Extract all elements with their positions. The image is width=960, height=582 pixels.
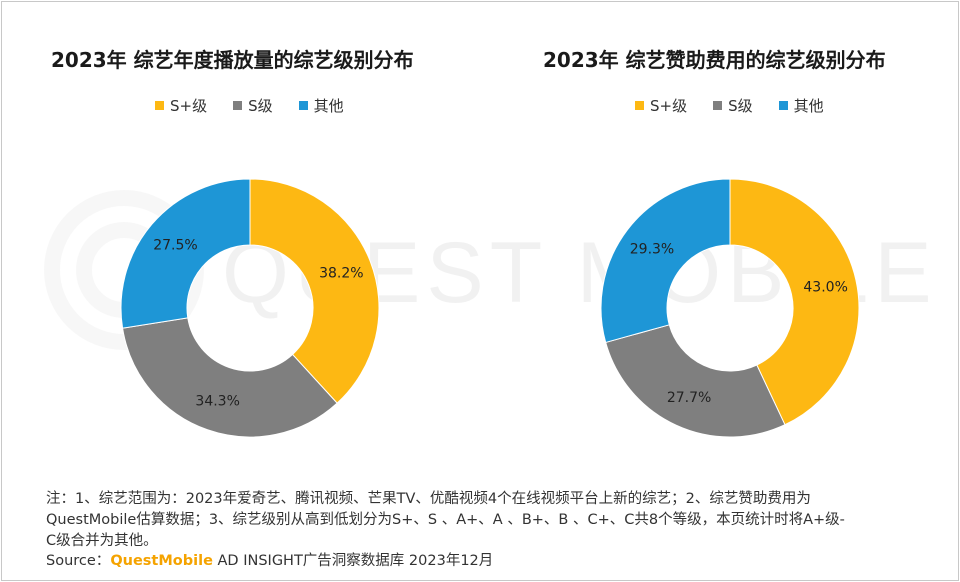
legend-label: S级 bbox=[248, 97, 273, 115]
slice-s-plus bbox=[249, 178, 380, 404]
legend-swatch bbox=[298, 101, 308, 110]
footnote-line: C级合并为其他。 bbox=[46, 533, 158, 549]
legend-item-s-plus: S+级 bbox=[635, 95, 687, 116]
legend-item-s: S级 bbox=[713, 95, 753, 116]
slice-s bbox=[122, 317, 338, 438]
footnote-line: QuestMobile估算数据；3、综艺级别从高到低划分为S+、S 、A+、A … bbox=[46, 512, 845, 528]
legend-label: 其他 bbox=[313, 97, 344, 115]
chart-2-legend: S+级 S级 其他 bbox=[635, 95, 824, 116]
source-prefix: Source： bbox=[46, 553, 111, 569]
source-rest: AD INSIGHT广告洞察数据库 2023年12月 bbox=[212, 553, 494, 569]
legend-swatch bbox=[233, 101, 243, 110]
legend-swatch bbox=[778, 101, 788, 110]
legend-item-other: 其他 bbox=[298, 95, 344, 116]
legend-label: S+级 bbox=[170, 97, 208, 115]
legend-swatch bbox=[635, 101, 644, 110]
legend-label: S级 bbox=[728, 97, 753, 115]
slice-data-label: 38.2% bbox=[319, 265, 363, 281]
legend-item-s: S级 bbox=[233, 95, 273, 116]
legend-swatch bbox=[155, 101, 164, 110]
legend-item-s-plus: S+级 bbox=[155, 95, 207, 116]
legend-label: S+级 bbox=[650, 97, 688, 115]
footnotes: 注：1、综艺范围为：2023年爱奇艺、腾讯视频、芒果TV、优酷视频4个在线视频平… bbox=[46, 489, 926, 552]
slice-data-label: 34.3% bbox=[195, 394, 239, 410]
source-line: Source：QuestMobile AD INSIGHT广告洞察数据库 202… bbox=[46, 549, 493, 570]
chart-2-donut: 43.0% 27.7% 29.3% bbox=[600, 178, 860, 438]
slice-s-plus bbox=[729, 178, 860, 426]
slice-data-label: 27.7% bbox=[667, 390, 711, 406]
slice-s bbox=[605, 324, 786, 438]
slice-data-label: 27.5% bbox=[153, 237, 197, 253]
legend-swatch bbox=[713, 101, 723, 110]
footnote-line: 注：1、综艺范围为：2023年爱奇艺、腾讯视频、芒果TV、优酷视频4个在线视频平… bbox=[46, 491, 811, 507]
chart-1-legend: S+级 S级 其他 bbox=[155, 95, 344, 116]
slice-other bbox=[600, 178, 731, 344]
slice-data-label: 29.3% bbox=[630, 242, 674, 258]
slice-other bbox=[120, 178, 251, 329]
slice-data-label: 43.0% bbox=[803, 280, 847, 296]
chart-1-donut: 38.2% 34.3% 27.5% bbox=[120, 178, 380, 438]
chart-2-title: 2023年 综艺赞助费用的综艺级别分布 bbox=[543, 48, 886, 72]
legend-label: 其他 bbox=[793, 97, 824, 115]
legend-item-other: 其他 bbox=[778, 95, 824, 116]
source-brand: QuestMobile bbox=[110, 553, 213, 569]
chart-1-title: 2023年 综艺年度播放量的综艺级别分布 bbox=[51, 48, 414, 72]
